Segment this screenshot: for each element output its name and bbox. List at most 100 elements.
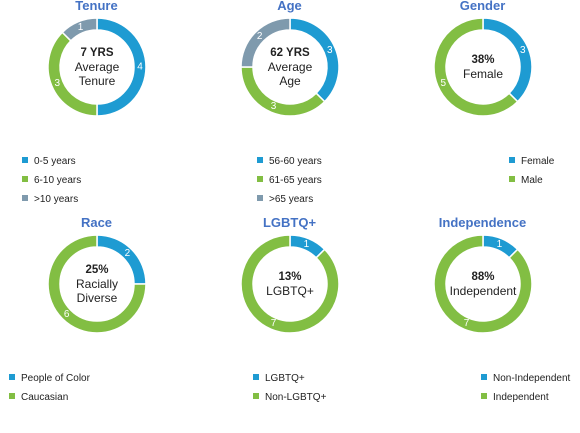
legend-item: 56-60 years (257, 152, 322, 171)
segment-value-label: 2 (256, 31, 262, 42)
segment-value-label: 7 (463, 318, 469, 329)
donut-segment (432, 17, 519, 117)
legend-swatch (22, 195, 28, 201)
independence-legend: Non-Independent Independent (481, 369, 570, 407)
legend-item: LGBTQ+ (253, 369, 326, 388)
donut-segment (432, 234, 533, 334)
legend-swatch (509, 176, 515, 182)
age-panel: Age 3 3 2 62 YRS Average Age 56-60 years 61-6… (193, 0, 386, 216)
center-value: 7 YRS (80, 47, 113, 59)
legend-swatch (481, 393, 487, 399)
legend-label: 61-65 years (269, 175, 322, 186)
center-value: 88% (471, 271, 494, 283)
legend-swatch (9, 393, 15, 399)
center-caption: Racially (75, 277, 117, 291)
legend-swatch (9, 374, 15, 380)
legend-label: Non-Independent (493, 373, 571, 384)
legend-label: 56-60 years (269, 156, 322, 167)
segment-value-label: 3 (270, 101, 276, 112)
legend-item: Caucasian (9, 388, 90, 407)
chart-title: Race (80, 215, 113, 230)
independence-donut: 1 7 88%Independent (432, 234, 533, 334)
lgbtq-donut: 1 7 13%LGBTQ+ (239, 234, 340, 334)
legend-item: Non-Independent (481, 369, 570, 388)
center-caption: Age (279, 74, 301, 88)
legend-label: >65 years (269, 194, 314, 205)
center-caption: Independent (449, 284, 516, 298)
legend-item: Female (509, 152, 554, 171)
legend-swatch (253, 374, 259, 380)
chart-title: Gender (459, 0, 506, 13)
segment-value-label: 5 (440, 78, 446, 89)
donut-segment (46, 234, 147, 334)
legend-label: Independent (493, 392, 549, 403)
segment-value-label: 6 (63, 309, 69, 320)
lgbtq-legend: LGBTQ+ Non-LGBTQ+ (253, 369, 326, 407)
gender-panel: Gender 3 5 38% Female Female Male (386, 0, 579, 216)
race-panel: Race 2 6 25% Racially Diverse People of Colo… (0, 215, 193, 433)
legend-label: Male (521, 175, 543, 186)
age-legend: 56-60 years 61-65 years >65 years (257, 152, 322, 209)
center-caption: Tenure (78, 74, 115, 88)
chart-title: LGBTQ+ (262, 215, 317, 230)
legend-item: Non-LGBTQ+ (253, 388, 326, 407)
legend-item: 0-5 years (22, 152, 81, 171)
chart-title: Tenure (75, 0, 118, 13)
segment-value-label: 1 (496, 239, 502, 250)
legend-swatch (257, 157, 263, 163)
legend-label: LGBTQ+ (265, 373, 305, 384)
gender-donut: 3 5 38%Female (432, 17, 533, 117)
legend-item: Independent (481, 388, 570, 407)
donut-segment (239, 17, 291, 68)
independence-panel: Independence 1 7 88% Independent Non-Indepe… (386, 215, 579, 433)
gender-legend: Female Male (509, 152, 554, 190)
legend-item: >10 years (22, 190, 81, 209)
legend-swatch (253, 393, 259, 399)
segment-value-label: 1 (77, 22, 83, 33)
segment-value-label: 3 (519, 45, 525, 56)
legend-swatch (509, 157, 515, 163)
segment-value-label: 7 (270, 318, 276, 329)
segment-value-label: 3 (54, 78, 60, 89)
center-caption: Average (74, 60, 119, 74)
center-value: 38% (471, 54, 494, 66)
center-caption: Diverse (76, 291, 117, 305)
legend-label: 0-5 years (34, 156, 76, 167)
legend-item: Male (509, 171, 554, 190)
legend-swatch (481, 374, 487, 380)
legend-label: >10 years (34, 194, 79, 205)
donut-segment (60, 17, 98, 42)
legend-swatch (257, 195, 263, 201)
legend-label: People of Color (21, 373, 90, 384)
legend-label: Female (521, 156, 555, 167)
legend-item: People of Color (9, 369, 90, 388)
segment-value-label: 1 (303, 239, 309, 250)
segment-value-label: 2 (124, 248, 130, 259)
legend-item: 6-10 years (22, 171, 81, 190)
legend-swatch (257, 176, 263, 182)
center-value: 62 YRS (270, 47, 310, 59)
legend-item: >65 years (257, 190, 322, 209)
tenure-legend: 0-5 years 6-10 years >10 years (22, 152, 81, 209)
center-caption: LGBTQ+ (266, 284, 314, 298)
segment-value-label: 4 (137, 62, 143, 73)
legend-item: 61-65 years (257, 171, 322, 190)
center-caption: Average (267, 60, 312, 74)
lgbtq-panel: LGBTQ+ 1 7 13% LGBTQ+ LGBTQ+ Non-LGBTQ+ (193, 215, 386, 433)
legend-label: 6-10 years (34, 175, 82, 186)
chart-title: Age (277, 0, 302, 13)
center-value: 25% (85, 264, 108, 276)
legend-swatch (22, 157, 28, 163)
center-caption: Female (462, 67, 502, 81)
race-legend: People of Color Caucasian (9, 369, 90, 407)
center-value: 13% (278, 271, 301, 283)
legend-label: Non-LGBTQ+ (265, 392, 327, 403)
segment-value-label: 3 (326, 45, 332, 56)
legend-label: Caucasian (21, 392, 69, 403)
donut-segment (239, 234, 340, 334)
legend-swatch (22, 176, 28, 182)
